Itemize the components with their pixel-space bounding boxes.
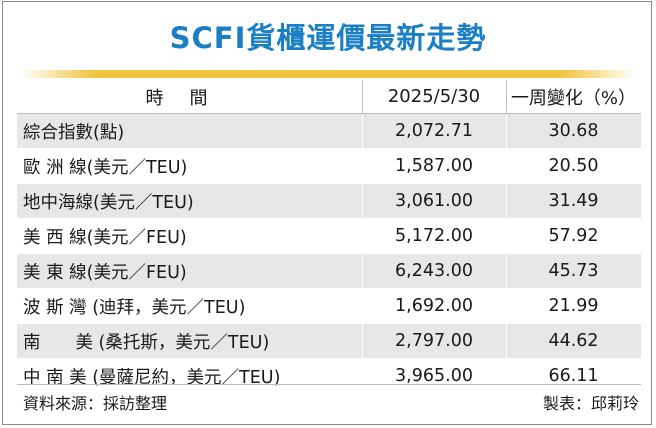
route-name: 地中海線(美元／TEU) [23, 192, 194, 213]
rate-value: 2,797.00 [395, 331, 473, 351]
route-name: 中 南 美 (曼薩尼約，美元／TEU) [23, 367, 281, 388]
weekly-change: 57.92 [548, 226, 599, 246]
table-row: 歐 洲 線(美元／TEU) 1,587.00 20.50 [17, 149, 641, 184]
header-time: 時間 [145, 87, 234, 109]
weekly-change: 21.99 [548, 296, 599, 316]
weekly-change: 20.50 [548, 156, 599, 176]
table-header-row: 時間 2025/5/30 一周變化（%） [17, 80, 641, 114]
freight-rate-table: 時間 2025/5/30 一周變化（%） 綜合指數(點) 2,072.71 30.6… [17, 80, 641, 394]
header-date: 2025/5/30 [387, 86, 481, 107]
table-title: SCFI貨櫃運價最新走勢 [169, 21, 487, 55]
route-name: 歐 洲 線(美元／TEU) [23, 157, 188, 178]
route-name: 綜合指數(點) [23, 122, 125, 143]
rate-value: 3,061.00 [395, 191, 473, 211]
rate-value: 6,243.00 [395, 261, 473, 281]
table-row: 波 斯 灣 (迪拜，美元／TEU) 1,692.00 21.99 [17, 289, 641, 324]
title-underline [20, 70, 636, 78]
rate-value: 2,072.71 [395, 121, 473, 141]
table-row: 美 西 線(美元／FEU) 5,172.00 57.92 [17, 219, 641, 254]
table-row: 綜合指數(點) 2,072.71 30.68 [17, 114, 641, 149]
rate-value: 1,692.00 [395, 296, 473, 316]
table-row: 南 美 (桑托斯，美元／TEU) 2,797.00 44.62 [17, 324, 641, 359]
table-footer: 資料來源：採訪整理 製表：邱莉玲 [17, 384, 641, 415]
weekly-change: 44.62 [548, 331, 599, 351]
credit-note: 製表：邱莉玲 [542, 394, 639, 413]
rate-value: 1,587.00 [395, 156, 473, 176]
rate-value: 3,965.00 [395, 366, 473, 386]
header-weekly-change: 一周變化（%） [510, 87, 637, 109]
route-name: 美 西 線(美元／FEU) [23, 227, 187, 248]
table-row: 地中海線(美元／TEU) 3,061.00 31.49 [17, 184, 641, 219]
route-name: 波 斯 灣 (迪拜，美元／TEU) [23, 297, 246, 318]
weekly-change: 30.68 [548, 121, 599, 141]
rate-value: 5,172.00 [395, 226, 473, 246]
weekly-change: 31.49 [548, 191, 599, 211]
weekly-change: 45.73 [548, 261, 599, 281]
weekly-change: 66.11 [548, 366, 599, 386]
table-row: 中 南 美 (曼薩尼約，美元／TEU) 3,965.00 66.11 [17, 359, 641, 394]
source-note: 資料來源：採訪整理 [23, 394, 168, 413]
route-name: 美 東 線(美元／FEU) [23, 262, 187, 283]
route-name: 南 美 (桑托斯，美元／TEU) [23, 332, 270, 353]
table-body: 綜合指數(點) 2,072.71 30.68 歐 洲 線(美元／TEU) 1,587.0… [17, 114, 641, 394]
table-row: 美 東 線(美元／FEU) 6,243.00 45.73 [17, 254, 641, 289]
